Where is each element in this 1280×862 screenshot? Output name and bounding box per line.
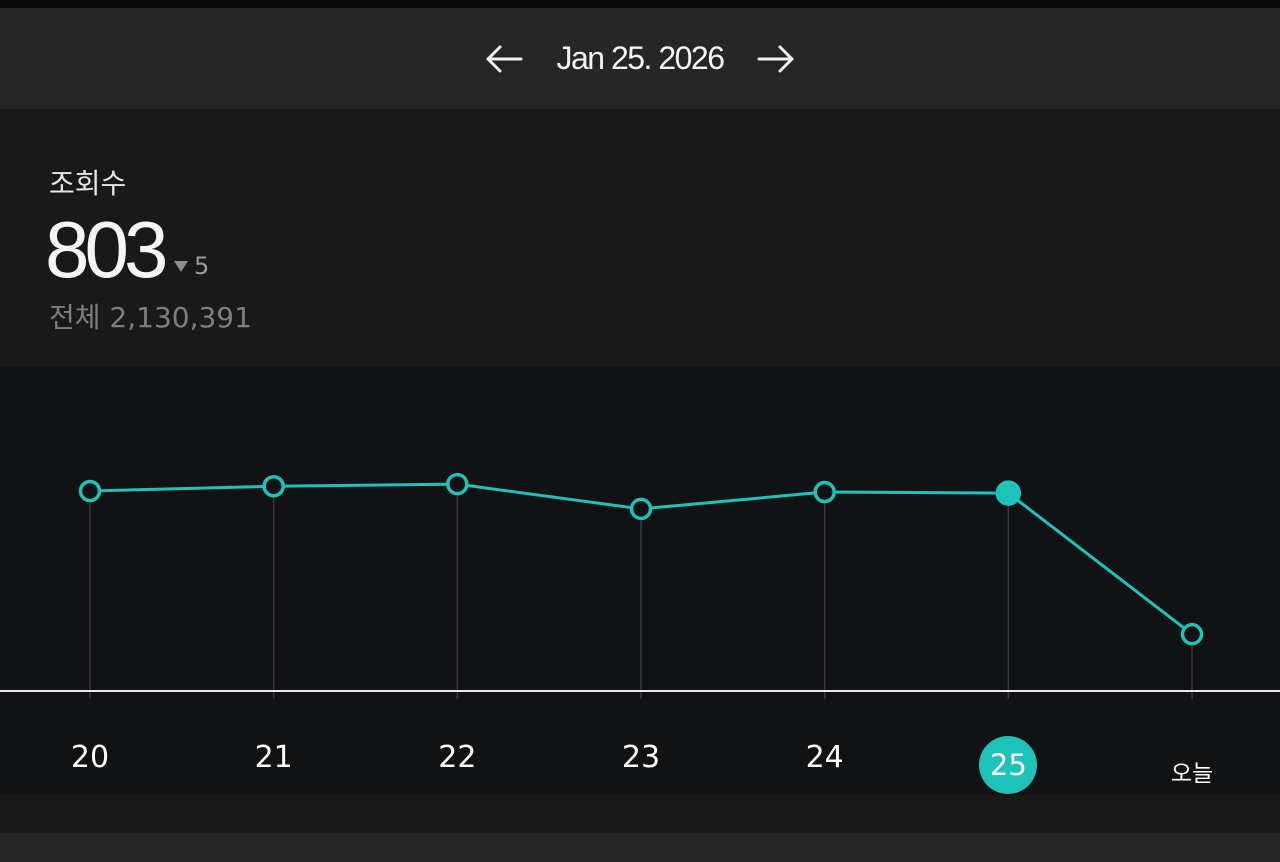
views-line-chart: 20 21 22 23 24 25 오늘	[0, 367, 1280, 795]
prev-date-button[interactable]	[474, 8, 534, 109]
chart-canvas	[0, 472, 1280, 699]
metric-value: 803	[45, 205, 169, 294]
metric-label: 조회수	[49, 167, 127, 200]
x-tick-label-selected[interactable]: 25	[979, 736, 1038, 794]
arrow-right-icon	[757, 45, 794, 72]
data-point[interactable]	[1180, 622, 1204, 646]
x-tick-label[interactable]: 22	[438, 740, 477, 775]
x-tick-label[interactable]: 오늘	[1170, 761, 1214, 787]
data-point[interactable]	[262, 475, 285, 498]
views-summary: 조회수 803 5 전체 2,130,391	[0, 109, 1280, 367]
total-views: 전체 2,130,391	[49, 301, 252, 334]
x-tick-label[interactable]: 20	[70, 740, 110, 775]
window-top-edge	[0, 0, 1280, 8]
metric-delta: 5	[174, 252, 209, 280]
next-card-edge	[0, 833, 1280, 862]
current-date: Jan 25. 2026	[556, 40, 725, 76]
delta-value: 5	[194, 252, 210, 280]
data-point[interactable]	[813, 480, 836, 504]
chart-footer	[0, 795, 1280, 833]
x-tick-label[interactable]: 24	[805, 740, 844, 775]
arrow-left-icon	[486, 45, 523, 72]
date-navigator: Jan 25. 2026	[0, 8, 1280, 109]
data-point[interactable]	[78, 479, 102, 503]
next-date-button[interactable]	[746, 8, 806, 109]
data-point-selected[interactable]	[995, 480, 1022, 506]
data-point[interactable]	[446, 472, 469, 496]
triangle-down-icon	[174, 260, 188, 272]
x-tick-label[interactable]: 21	[254, 740, 293, 775]
data-point[interactable]	[629, 497, 653, 521]
x-tick-label[interactable]: 23	[621, 740, 661, 775]
